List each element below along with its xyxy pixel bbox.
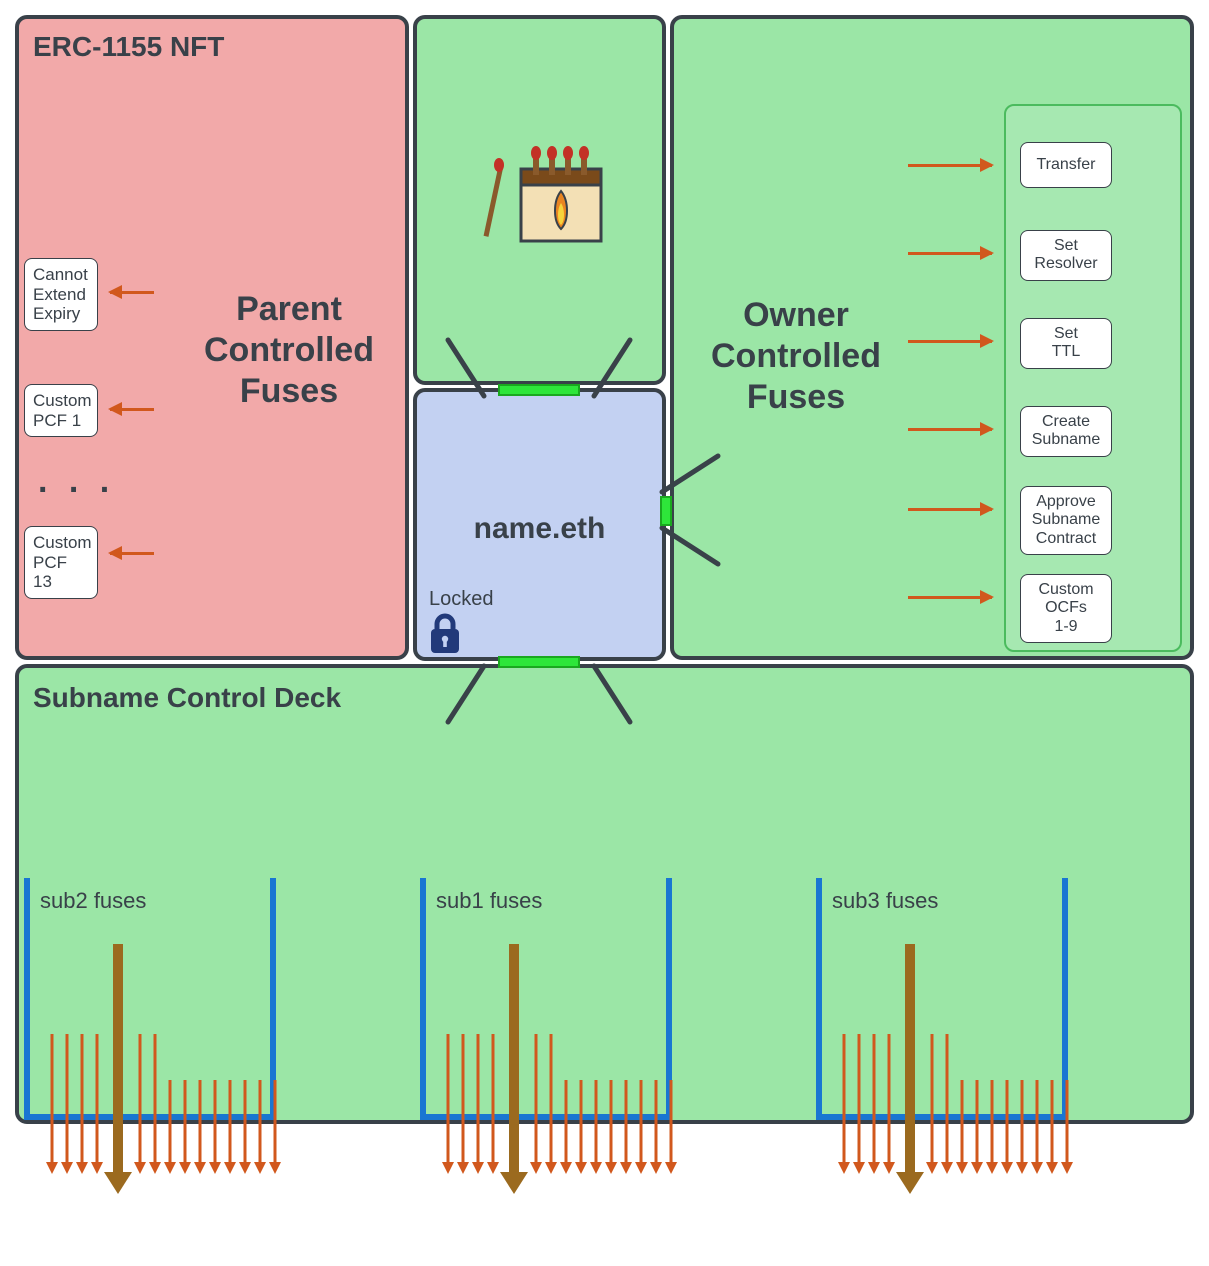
locked-label: Locked (429, 588, 494, 611)
pcf-title: ERC-1155 NFT (33, 31, 224, 63)
ocf-panel: Owner Controlled Fuses (670, 15, 1194, 660)
pcf-pill: Custom PCF 1 (24, 384, 98, 437)
pcf-ellipsis: . . . (38, 462, 115, 501)
lock-icon (425, 611, 465, 655)
ocf-arrow (908, 164, 992, 167)
pcf-pill: Custom PCF 13 (24, 526, 98, 599)
ocf-pill: Set TTL (1020, 318, 1112, 369)
name-label: name.eth (417, 512, 662, 546)
ocf-arrow (908, 596, 992, 599)
pcf-arrow (110, 552, 154, 555)
door-tab (660, 496, 672, 526)
ocf-arrow (908, 252, 992, 255)
ocf-center-label: Owner Controlled Fuses (696, 295, 896, 417)
ocf-pill: Set Resolver (1020, 230, 1112, 281)
ocf-arrow (908, 340, 992, 343)
sub-arrows-icon (410, 882, 702, 1202)
pcf-arrow (110, 408, 154, 411)
match-panel (413, 15, 666, 385)
matchbox-icon (477, 129, 607, 259)
pcf-center-label: Parent Controlled Fuses (189, 289, 389, 411)
door-tab (498, 656, 580, 668)
pcf-pill: Cannot Extend Expiry (24, 258, 98, 331)
ocf-pill: Approve Subname Contract (1020, 486, 1112, 555)
sub-arrows-icon (806, 882, 1098, 1202)
ocf-pill: Custom OCFs 1-9 (1020, 574, 1112, 643)
door-tab (498, 384, 580, 396)
ocf-arrow (908, 508, 992, 511)
ocf-pill: Create Subname (1020, 406, 1112, 457)
ocf-pill: Transfer (1020, 142, 1112, 188)
ocf-arrow (908, 428, 992, 431)
sub-arrows-icon (14, 882, 306, 1202)
name-panel: name.eth Locked (413, 388, 666, 661)
pcf-arrow (110, 291, 154, 294)
deck-title: Subname Control Deck (33, 682, 341, 714)
